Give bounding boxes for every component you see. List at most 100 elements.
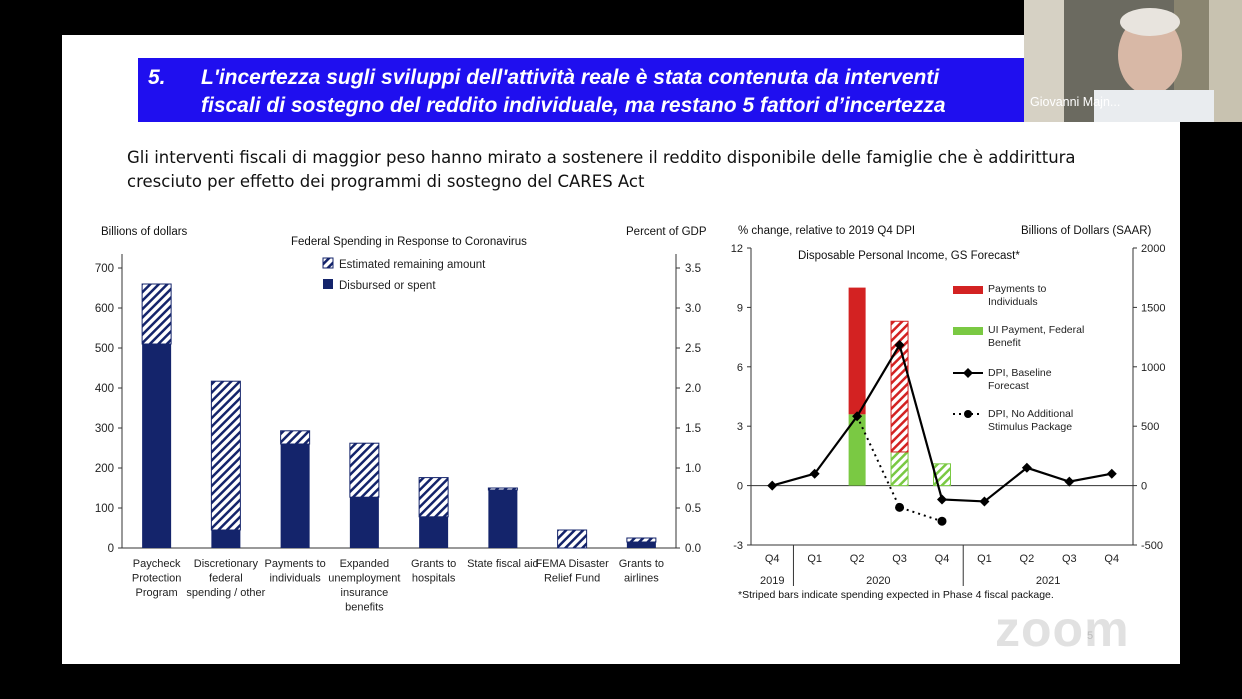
marker-dpi-baseline (937, 494, 947, 505)
right-y-tick-label: -3 (733, 540, 743, 552)
left-x-tick-label: individuals (269, 573, 321, 585)
bar-ui-payment-striped (890, 451, 909, 487)
left-y2-tick-label: 0.0 (685, 543, 701, 555)
left-x-tick-label: Paycheck (133, 558, 181, 570)
right-y2-tick-label: 500 (1141, 421, 1159, 433)
left-y2-tick-label: 1.0 (685, 463, 701, 475)
left-y2-tick-label: 2.0 (685, 383, 701, 395)
marker-dpi-baseline (1106, 468, 1117, 479)
marker-dpi-no-stimulus (937, 516, 947, 526)
right-y2-tick-label: 1000 (1141, 362, 1165, 374)
left-y-tick-label: 300 (95, 423, 114, 435)
left-y-tick-label: 600 (95, 303, 114, 315)
bar-remaining (280, 430, 311, 445)
right-x-tick-label: Q1 (977, 553, 992, 565)
left-x-tick-label: benefits (345, 602, 384, 614)
left-legend-label-remaining: Estimated remaining amount (339, 259, 486, 271)
left-legend-swatch-remaining (322, 257, 334, 269)
bar-disbursed (142, 344, 172, 548)
right-x-tick-label: Q4 (935, 553, 950, 565)
participant-video-icon (1024, 0, 1242, 122)
left-x-tick-label: hospitals (412, 573, 456, 585)
right-year-label: 2019 (760, 575, 784, 587)
marker-dpi-baseline (767, 480, 778, 491)
right-y-tick-label: 3 (737, 421, 743, 433)
marker-dpi-no-stimulus (895, 502, 905, 512)
slide-title-line-2: fiscali di sostegno del reddito individu… (201, 94, 946, 117)
right-legend-swatch-ui (953, 327, 983, 335)
left-x-tick-label: federal (209, 573, 243, 585)
participant-video-tile[interactable] (1024, 0, 1242, 122)
right-legend-label: Stimulus Package (988, 421, 1072, 433)
left-x-tick-label: unemployment (328, 573, 400, 585)
right-chart-ylabel: % change, relative to 2019 Q4 DPI (738, 225, 916, 237)
bar-remaining (487, 487, 518, 491)
left-y-tick-label: 400 (95, 383, 114, 395)
left-x-tick-label: insurance (341, 587, 389, 599)
right-x-tick-label: Q4 (1104, 553, 1119, 565)
left-chart-ylabel: Billions of dollars (101, 226, 188, 238)
right-x-tick-label: Q3 (1062, 553, 1077, 565)
right-chart-title: Disposable Personal Income, GS Forecast* (798, 250, 1020, 262)
right-year-label: 2021 (1036, 575, 1060, 587)
marker-dpi-baseline (979, 496, 990, 507)
marker-dpi-baseline (809, 468, 820, 479)
right-legend-label: Individuals (988, 296, 1038, 308)
participant-name-label: Giovanni Majn... (1030, 95, 1121, 109)
left-x-tick-label: Relief Fund (544, 573, 600, 585)
right-y2-tick-label: 0 (1141, 481, 1147, 493)
left-y-tick-label: 200 (95, 463, 114, 475)
left-y2-tick-label: 3.0 (685, 303, 701, 315)
right-y-tick-label: 12 (731, 243, 743, 255)
left-y2-tick-label: 3.5 (685, 263, 701, 275)
left-x-tick-label: Grants to (411, 558, 456, 570)
slide-title-band (138, 58, 1026, 122)
right-y-tick-label: 6 (737, 362, 743, 374)
right-chart-y2label: Billions of Dollars (SAAR) (1021, 225, 1152, 237)
left-x-tick-label: Payments to (265, 558, 326, 570)
bar-disbursed (211, 530, 241, 548)
bar-payments-individuals (848, 287, 866, 415)
left-x-tick-label: Protection (132, 573, 182, 585)
slide-page-number: 5 (1087, 630, 1094, 642)
bar-ui-payment (848, 414, 866, 486)
left-x-tick-label: Expanded (340, 558, 390, 570)
left-y2-tick-label: 0.5 (685, 503, 701, 515)
right-y2-tick-label: 2000 (1141, 243, 1165, 255)
slide-title-number: 5. (148, 66, 166, 89)
right-legend-marker-no-stimulus (964, 410, 972, 418)
bar-disbursed (349, 497, 379, 548)
right-legend-marker-baseline (963, 368, 973, 378)
left-x-tick-label: State fiscal aid (467, 558, 539, 570)
bar-disbursed (626, 542, 656, 548)
shared-slide (62, 35, 1180, 664)
left-y-tick-label: 0 (108, 543, 114, 555)
bar-remaining (557, 529, 588, 549)
right-year-label: 2020 (866, 575, 890, 587)
right-y2-tick-label: -500 (1141, 540, 1163, 552)
right-x-tick-label: Q2 (1020, 553, 1035, 565)
left-y-tick-label: 100 (95, 503, 114, 515)
bar-remaining (210, 380, 241, 531)
marker-dpi-baseline (1021, 462, 1032, 473)
right-y2-tick-label: 1500 (1141, 302, 1165, 314)
left-x-tick-label: spending / other (186, 587, 265, 599)
right-y-tick-label: 9 (737, 302, 743, 314)
bar-remaining (418, 477, 449, 518)
bar-remaining (141, 283, 172, 345)
right-chart-footnote: *Striped bars indicate spending expected… (738, 589, 1054, 601)
right-x-tick-label: Q3 (892, 553, 907, 565)
right-legend-label: DPI, Baseline (988, 367, 1052, 379)
right-y-tick-label: 0 (737, 481, 743, 493)
left-legend-swatch-disbursed (323, 279, 333, 289)
marker-dpi-baseline (894, 340, 905, 351)
left-chart-title: Federal Spending in Response to Coronavi… (291, 236, 527, 248)
bar-disbursed (280, 444, 310, 548)
bar-disbursed (488, 490, 518, 548)
bar-disbursed (419, 516, 449, 548)
left-x-tick-label: FEMA Disaster (535, 558, 609, 570)
right-x-tick-label: Q1 (807, 553, 822, 565)
right-legend-swatch-payments (953, 286, 983, 294)
